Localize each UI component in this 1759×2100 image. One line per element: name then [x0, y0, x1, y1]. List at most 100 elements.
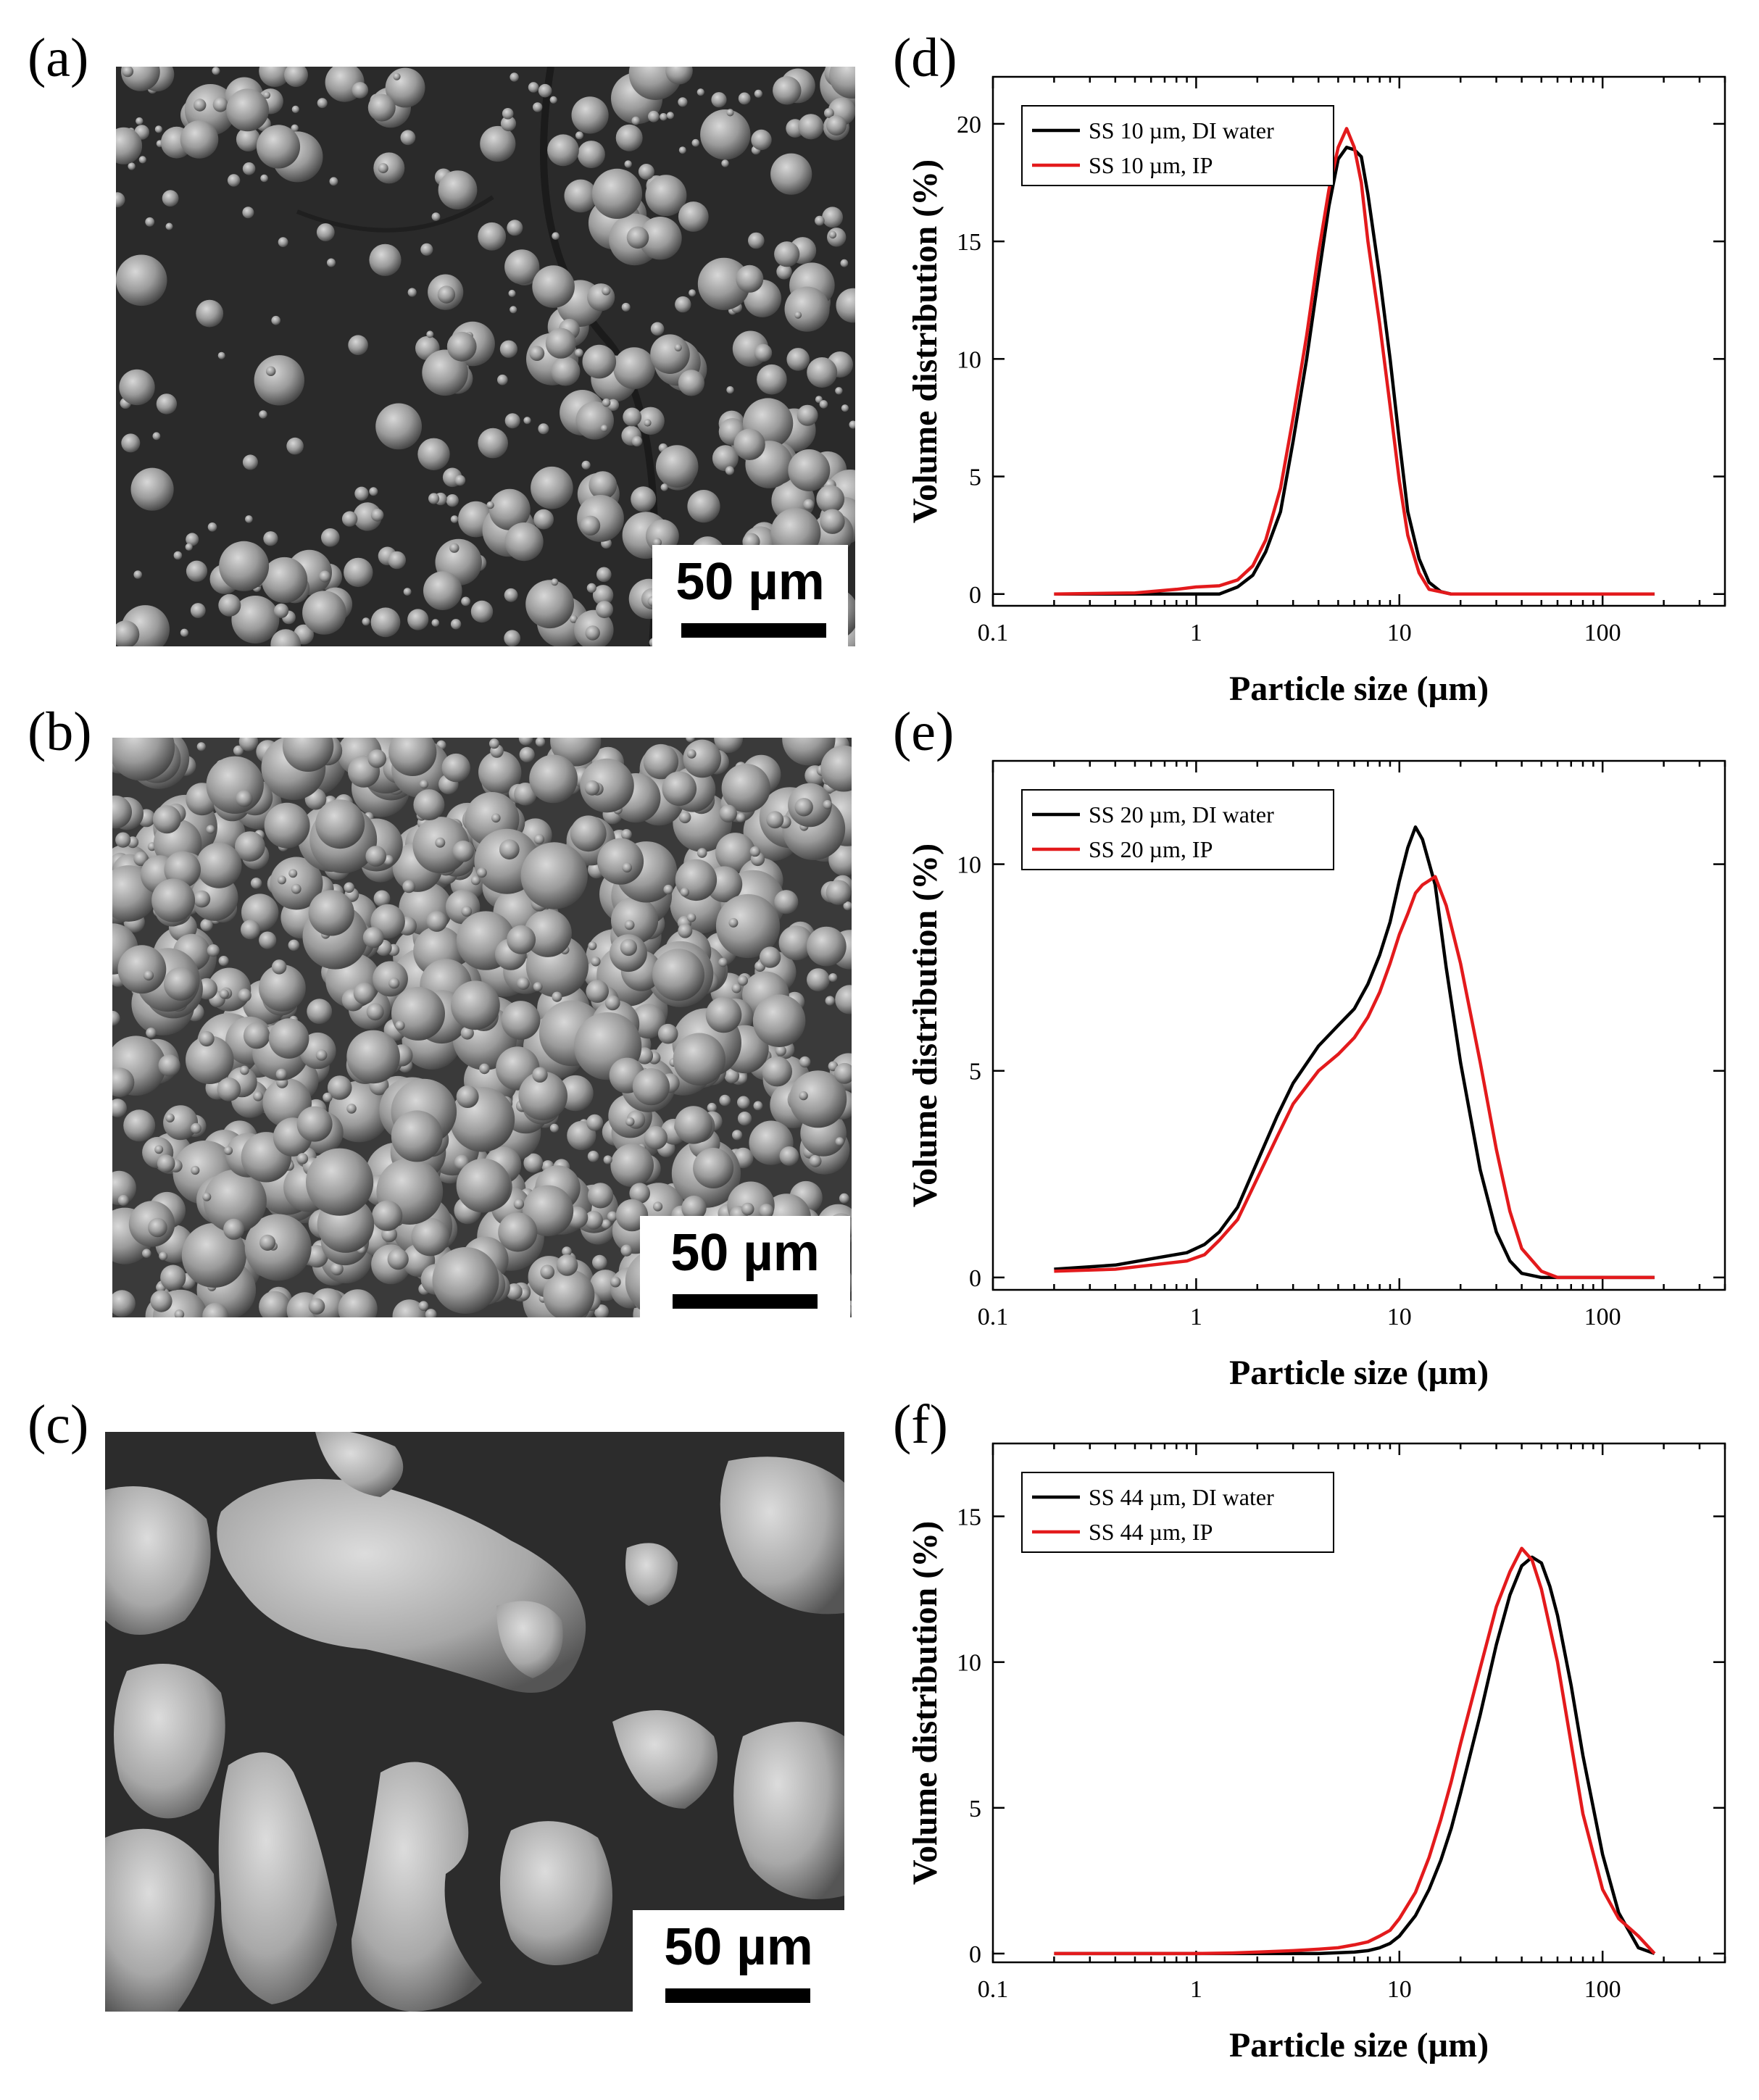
- particle: [631, 486, 657, 512]
- particle: [686, 913, 696, 922]
- particle: [431, 212, 441, 221]
- particle: [518, 1071, 567, 1121]
- particle: [275, 1068, 288, 1080]
- particle: [152, 805, 181, 834]
- particle: [807, 968, 830, 991]
- particle: [753, 1101, 763, 1111]
- particle: [687, 490, 720, 523]
- particle: [528, 82, 539, 93]
- particle: [193, 890, 211, 908]
- particle: [152, 432, 161, 441]
- y-tick-label: 15: [957, 1504, 981, 1531]
- particle: [540, 1264, 555, 1280]
- particle: [673, 1033, 725, 1086]
- particle: [835, 387, 843, 395]
- particle: [186, 1036, 234, 1084]
- sem-image-b: 50 µm: [112, 738, 852, 1317]
- particle: [196, 742, 206, 751]
- particle: [632, 1068, 670, 1106]
- particle: [824, 108, 834, 118]
- particle: [551, 357, 581, 386]
- particle: [391, 986, 445, 1041]
- particle: [533, 982, 543, 992]
- series-line-di-water: [1054, 146, 1655, 596]
- particle: [820, 509, 845, 534]
- particle: [372, 1200, 403, 1231]
- particle: [329, 177, 338, 186]
- particle: [547, 134, 579, 167]
- particle: [116, 620, 140, 646]
- particle: [419, 780, 429, 789]
- particle: [373, 961, 408, 997]
- particle: [497, 374, 508, 386]
- x-tick-label: 10: [1387, 1976, 1412, 2003]
- particle: [117, 1194, 129, 1207]
- particle: [591, 168, 643, 219]
- particle: [231, 596, 280, 643]
- particle: [154, 125, 162, 133]
- particle: [365, 846, 386, 867]
- particle: [259, 67, 291, 87]
- chart-d-svg: 0.1 1 10 100 0 5 10 15 20 Particle size (µm) Volum…: [906, 75, 1726, 708]
- particle: [607, 1211, 618, 1222]
- series-line-di-water: [1054, 825, 1655, 1280]
- particle: [678, 370, 705, 396]
- chart-f-svg: 0.1 1 10 100 0 5 10 15 Particle size (µm) Volume …: [906, 1442, 1726, 2064]
- particle: [454, 475, 466, 486]
- particle: [770, 153, 812, 195]
- particle: [112, 1290, 136, 1317]
- particle: [272, 959, 287, 975]
- particle: [696, 88, 704, 96]
- chart-e-svg: 0.1 1 10 100 0 5 10 Particle size (µm) Volume di…: [906, 759, 1726, 1392]
- sem-image-a: 50 µm: [116, 67, 855, 646]
- y-tick-label: 10: [957, 852, 981, 879]
- particle: [375, 403, 422, 450]
- particle: [217, 1078, 241, 1101]
- particle: [513, 1199, 525, 1209]
- particle: [264, 802, 310, 849]
- particle: [500, 115, 517, 132]
- particle: [181, 1222, 246, 1288]
- particle: [302, 591, 346, 635]
- scale-bar-a: [681, 623, 826, 638]
- particle: [488, 488, 531, 530]
- particle: [660, 483, 668, 491]
- particle: [391, 1110, 443, 1162]
- particle: [587, 1151, 599, 1162]
- particle: [174, 1309, 185, 1317]
- scale-bar-b: [673, 1294, 818, 1309]
- y-tick-label: 20: [957, 112, 981, 138]
- particle: [470, 600, 494, 623]
- legend-box: [1021, 789, 1334, 870]
- particle: [370, 509, 384, 522]
- particle: [315, 799, 365, 849]
- particle: [794, 311, 802, 319]
- particle: [238, 738, 259, 751]
- particle: [689, 289, 696, 297]
- particle: [625, 1117, 635, 1127]
- particle: [587, 283, 615, 312]
- particle: [508, 289, 516, 297]
- x-tick-label: 10: [1387, 620, 1412, 646]
- particle: [431, 619, 440, 627]
- particle: [112, 1170, 136, 1205]
- panel-label-e: (e): [893, 701, 955, 762]
- particle: [638, 164, 654, 180]
- particle: [488, 738, 499, 749]
- particle: [461, 906, 473, 917]
- particle: [562, 1246, 572, 1257]
- particle: [470, 875, 481, 886]
- particle: [631, 436, 643, 447]
- particle: [715, 833, 756, 873]
- particle: [788, 449, 831, 491]
- particle: [826, 115, 847, 136]
- particle: [597, 838, 644, 885]
- particle: [778, 925, 814, 961]
- particle: [422, 349, 468, 396]
- legend-box: [1021, 1472, 1334, 1553]
- x-tick-label: 100: [1584, 620, 1621, 646]
- particle: [624, 920, 635, 930]
- particle: [816, 485, 845, 514]
- particle: [719, 804, 737, 822]
- particle: [571, 96, 609, 134]
